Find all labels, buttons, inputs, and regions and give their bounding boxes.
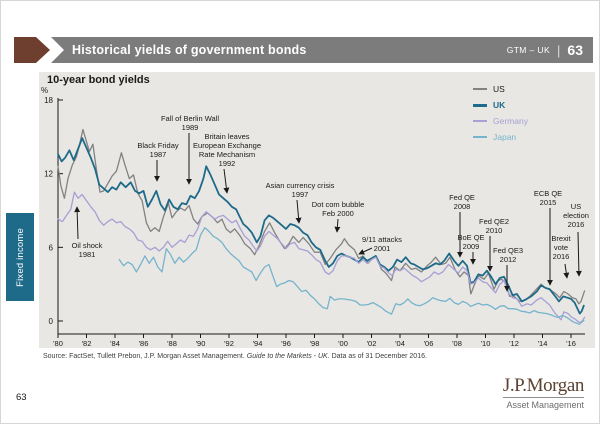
legend-swatch-uk: [473, 103, 487, 107]
source-text: Source: FactSet, Tullett Prebon, J.P. Mo…: [43, 353, 427, 360]
legend-item-uk: UK: [473, 97, 528, 113]
sidebar-tab-fixed-income: Fixed income: [6, 213, 34, 301]
header-gtm-block: GTM – UK | 63: [507, 42, 583, 58]
jpmorgan-logo-division: Asset Management: [506, 399, 584, 410]
sidebar-tab-label: Fixed income: [14, 227, 26, 287]
header-chevron-icon: [14, 37, 50, 63]
jpmorgan-logo: J.P.Morgan Asset Management: [502, 375, 584, 410]
y-axis-unit-label: %: [41, 86, 49, 95]
chart-title: 10-year bond yields: [47, 74, 150, 86]
jpmorgan-logo-name: J.P.Morgan: [502, 375, 584, 398]
legend-label-us: US: [493, 84, 505, 94]
gtm-page-number: 63: [567, 42, 583, 58]
legend-item-us: US: [473, 81, 528, 97]
page-title: Historical yields of government bonds: [72, 43, 307, 57]
legend-item-germany: Germany: [473, 113, 528, 129]
legend-swatch-japan: [473, 136, 487, 138]
legend-label-germany: Germany: [493, 116, 528, 126]
legend-label-japan: Japan: [493, 132, 517, 142]
page-number: 63: [16, 392, 27, 403]
gtm-separator: |: [557, 42, 561, 58]
chart-legend: US UK Germany Japan: [473, 81, 528, 145]
legend-label-uk: UK: [493, 100, 506, 110]
header-bar: Historical yields of government bonds GT…: [51, 37, 593, 63]
gtm-label: GTM – UK: [506, 45, 551, 55]
legend-item-japan: Japan: [473, 129, 528, 145]
legend-swatch-us: [473, 88, 487, 90]
legend-swatch-germany: [473, 120, 487, 122]
